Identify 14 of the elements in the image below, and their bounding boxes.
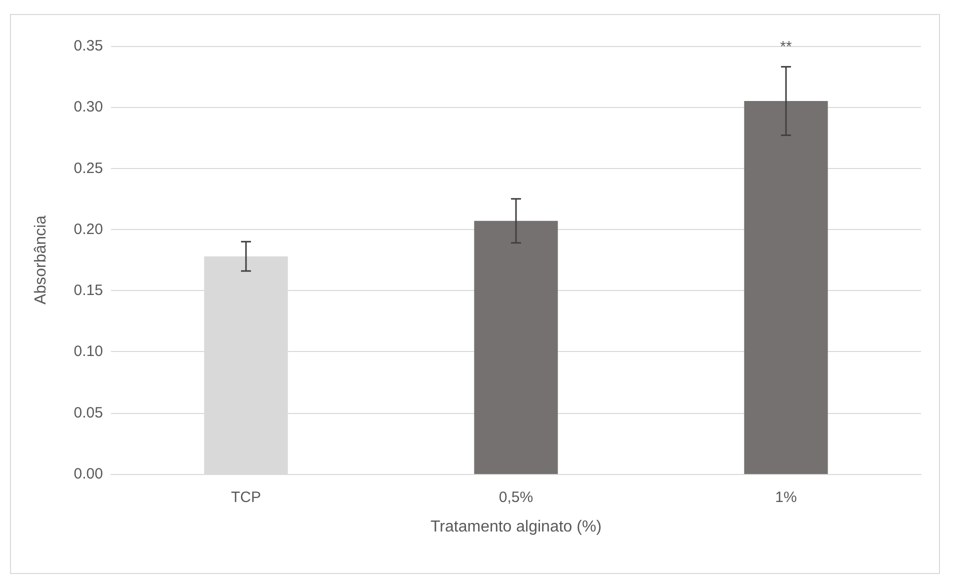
x-tick-label: 1%	[775, 489, 797, 506]
x-axis-title: Tratamento alginato (%)	[430, 518, 602, 536]
y-axis-title: Absorbância	[32, 215, 50, 304]
y-tick-label: 0.00	[74, 466, 103, 482]
y-tick-label: 0.20	[74, 220, 103, 238]
y-tick-label: 0.30	[74, 98, 103, 116]
annotation: **	[780, 38, 792, 56]
y-tick-label: 0.05	[74, 404, 103, 422]
y-tick-label: 0.15	[74, 282, 103, 300]
y-tick-label: 0.25	[74, 160, 103, 177]
x-tick-label: TCP	[231, 489, 261, 506]
y-tick-label: 0.10	[74, 343, 103, 360]
y-tick-label: 0.35	[74, 38, 103, 54]
x-tick-label: 0,5%	[498, 489, 534, 506]
